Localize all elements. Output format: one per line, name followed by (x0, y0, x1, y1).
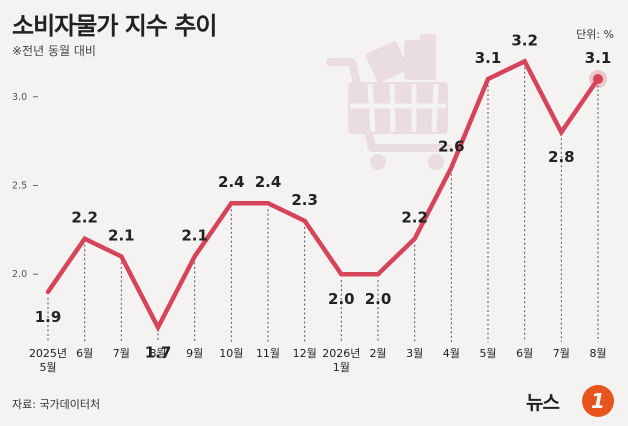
x-tick-label: 12월 (293, 347, 317, 360)
data-label: 2.2 (71, 209, 98, 227)
y-tick-label: 2.0 (12, 269, 27, 280)
data-label: 2.1 (108, 226, 135, 244)
data-label: 2.0 (328, 290, 355, 308)
x-tick-label: 3월 (406, 347, 423, 360)
unit-label: 단위: % (576, 28, 614, 41)
data-label: 2.4 (218, 173, 245, 191)
x-tick-label: 2월 (369, 347, 386, 360)
x-tick-label: 2026년 (322, 347, 360, 360)
x-tick-label: 8월 (149, 347, 166, 360)
x-tick-label: 5월 (479, 347, 496, 360)
data-label: 2.1 (181, 226, 208, 244)
series-line (45, 58, 601, 333)
x-tick-label: 1월 (333, 361, 350, 374)
x-tick-label: 7월 (553, 347, 570, 360)
svg-text:뉴스: 뉴스 (526, 392, 559, 414)
data-label: 3.1 (585, 49, 612, 67)
x-tick-label: 5월 (39, 361, 56, 374)
data-label: 2.6 (438, 138, 465, 156)
data-point (593, 74, 603, 85)
y-tick-label: 3.0 (12, 92, 27, 103)
data-label: 2.0 (365, 290, 392, 308)
data-label: 3.1 (475, 49, 502, 67)
y-tick-label: 2.5 (12, 180, 27, 191)
x-tick-label: 7월 (113, 347, 130, 360)
x-tick-label: 11월 (256, 347, 280, 360)
x-tick-label: 2025년 (29, 347, 67, 360)
x-tick-label: 9월 (186, 347, 203, 360)
data-label: 3.2 (511, 31, 538, 49)
chart-title: 소비자물가 지수 추이 (12, 12, 217, 40)
news1-logo: 뉴스 1 (526, 385, 614, 417)
x-tick-label: 6월 (76, 347, 93, 360)
data-label: 2.3 (291, 191, 318, 209)
data-label: 1.9 (35, 308, 62, 326)
x-tick-label: 8월 (589, 347, 606, 360)
data-label: 2.4 (255, 173, 282, 191)
svg-text:1: 1 (591, 389, 605, 413)
data-label: 2.2 (401, 209, 428, 227)
data-label: 2.8 (548, 148, 575, 166)
x-tick-label: 6월 (516, 347, 533, 360)
shopping-cart-icon (326, 34, 452, 170)
data-label: 1.7 (145, 343, 172, 361)
chart-subtitle: ※전년 동월 대비 (12, 44, 96, 58)
x-tick-label: 4월 (443, 347, 460, 360)
source-label: 자료: 국가데이터처 (12, 398, 101, 411)
x-tick-label: 10월 (219, 347, 243, 360)
